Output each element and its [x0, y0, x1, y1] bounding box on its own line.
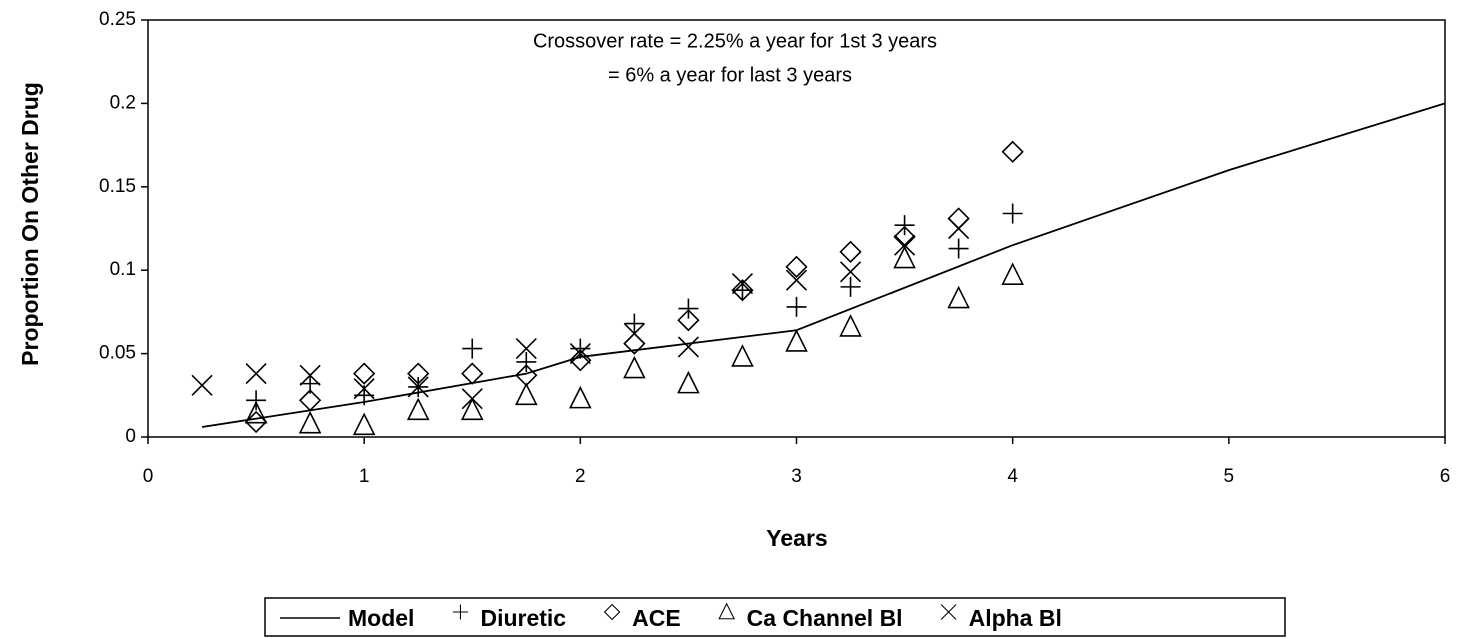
x-tick-label: 2 [575, 466, 586, 487]
x-tick-label: 3 [791, 466, 802, 487]
marker [569, 349, 592, 372]
marker [299, 364, 321, 386]
marker [785, 329, 808, 352]
x-tick-label: 1 [359, 466, 370, 487]
legend-label: Ca Channel Bl [747, 605, 903, 631]
marker [245, 363, 267, 385]
legend-label: Model [348, 605, 414, 631]
marker [677, 370, 700, 394]
marker [461, 388, 483, 410]
annotation: Crossover rate = 2.25% a year for 1st 3 … [533, 30, 937, 52]
marker [353, 362, 376, 385]
legend-swatch [718, 602, 736, 620]
marker [514, 382, 538, 406]
marker [785, 269, 808, 291]
marker [731, 344, 754, 367]
x-tick-label: 0 [143, 466, 154, 487]
marker [785, 255, 808, 278]
marker [677, 336, 699, 358]
marker [731, 272, 754, 295]
marker [948, 238, 969, 259]
marker [893, 245, 916, 269]
legend-box [264, 597, 1286, 637]
legend-swatch [940, 604, 957, 620]
marker [298, 389, 322, 412]
y-tick-label: 0.25 [99, 9, 136, 30]
marker [624, 313, 645, 334]
marker [516, 351, 537, 372]
model-line [201, 102, 1446, 428]
marker [839, 314, 862, 337]
marker [353, 378, 375, 400]
legend-label: Alpha Bl [969, 605, 1062, 631]
marker [298, 410, 322, 434]
marker [569, 343, 591, 365]
marker [569, 385, 592, 409]
marker [461, 362, 484, 385]
marker [570, 338, 591, 359]
marker [947, 285, 970, 309]
marker [678, 298, 699, 319]
marker [352, 412, 376, 436]
x-axis-label: Years [766, 525, 827, 551]
legend-label: ACE [632, 605, 681, 631]
marker [623, 355, 646, 379]
y-tick-label: 0.2 [110, 92, 136, 113]
marker [462, 338, 483, 359]
marker [1001, 262, 1024, 286]
x-tick-label: 5 [1224, 466, 1235, 487]
marker [244, 410, 268, 434]
marker [839, 240, 862, 263]
legend-label: Diuretic [480, 605, 566, 631]
legend-swatch [452, 604, 468, 620]
marker [407, 376, 429, 398]
annotation: = 6% a year for last 3 years [608, 64, 852, 86]
marker [244, 400, 268, 424]
marker [407, 362, 430, 385]
marker [840, 276, 861, 297]
marker [677, 309, 700, 332]
x-tick-label: 4 [1007, 466, 1018, 487]
legend-swatch [603, 603, 621, 621]
marker [623, 323, 645, 345]
marker [191, 374, 213, 396]
marker [1002, 203, 1023, 224]
marker [894, 234, 916, 256]
marker [731, 279, 754, 302]
marker [515, 338, 537, 360]
marker [786, 296, 807, 317]
marker [406, 397, 430, 421]
y-tick-label: 0.1 [110, 259, 136, 280]
marker [246, 390, 267, 411]
y-tick-label: 0 [125, 426, 136, 447]
y-tick-label: 0.15 [99, 176, 136, 197]
marker [460, 397, 484, 421]
y-axis-label: Proportion On Other Drug [17, 82, 43, 366]
marker [948, 217, 970, 240]
x-tick-label: 6 [1440, 466, 1451, 487]
marker [839, 261, 862, 283]
marker [1001, 140, 1024, 163]
marker [894, 215, 915, 236]
marker [947, 207, 970, 230]
y-tick-label: 0.05 [99, 343, 136, 364]
